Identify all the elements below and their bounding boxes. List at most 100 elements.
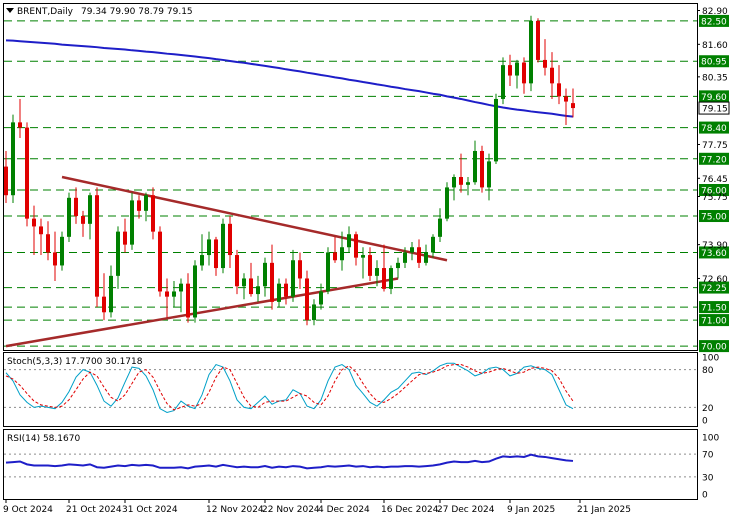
candle-body[interactable] xyxy=(4,166,8,196)
candle-body[interactable] xyxy=(564,96,568,102)
candle-body[interactable] xyxy=(487,161,491,188)
level-label-box xyxy=(699,281,729,294)
candle-body[interactable] xyxy=(277,283,281,302)
candle-body[interactable] xyxy=(389,268,393,289)
triangle-down-icon[interactable] xyxy=(6,8,14,13)
candle-body[interactable] xyxy=(60,236,64,266)
candle-body[interactable] xyxy=(431,236,435,253)
candle-body[interactable] xyxy=(438,218,442,237)
candle-body[interactable] xyxy=(312,304,316,321)
candle-body[interactable] xyxy=(130,200,134,245)
candle-body[interactable] xyxy=(102,296,106,313)
candle-body[interactable] xyxy=(193,265,197,318)
candle-body[interactable] xyxy=(501,65,505,99)
candle-body[interactable] xyxy=(291,260,295,297)
candle-body[interactable] xyxy=(179,283,183,292)
candle-body[interactable] xyxy=(340,247,344,261)
candle-body[interactable] xyxy=(53,252,57,266)
candle-body[interactable] xyxy=(249,278,253,295)
candle-body[interactable] xyxy=(375,268,379,276)
candle-body[interactable] xyxy=(46,234,50,253)
candle-body[interactable] xyxy=(473,150,477,183)
candle-body[interactable] xyxy=(333,252,337,261)
candle-body[interactable] xyxy=(522,62,526,84)
osc-tick-label: 0 xyxy=(702,491,708,501)
candle-body[interactable] xyxy=(228,223,232,256)
candle-body[interactable] xyxy=(39,226,43,235)
candle-body[interactable] xyxy=(270,262,274,302)
level-label-box xyxy=(699,14,729,27)
candle-body[interactable] xyxy=(256,286,260,295)
moving-average-line xyxy=(5,39,574,118)
candle-body[interactable] xyxy=(186,283,190,318)
candle-body[interactable] xyxy=(172,291,176,297)
candle-body[interactable] xyxy=(284,283,288,297)
candle-body[interactable] xyxy=(347,234,351,248)
candle-body[interactable] xyxy=(466,182,470,185)
candle-body[interactable] xyxy=(18,122,22,128)
candle-body[interactable] xyxy=(137,200,141,211)
candle-body[interactable] xyxy=(32,218,36,227)
candle-body[interactable] xyxy=(543,59,547,68)
candle-body[interactable] xyxy=(550,67,554,84)
candle-body[interactable] xyxy=(207,239,211,256)
candle-body[interactable] xyxy=(319,291,323,305)
candle-body[interactable] xyxy=(200,255,204,266)
candle-body[interactable] xyxy=(410,247,414,253)
candle-body[interactable] xyxy=(221,223,225,269)
candle-body[interactable] xyxy=(165,291,169,297)
candle-body[interactable] xyxy=(557,83,561,97)
candle-body[interactable] xyxy=(158,231,162,292)
candle-body[interactable] xyxy=(403,252,407,263)
candle-body[interactable] xyxy=(144,195,148,211)
candle-body[interactable] xyxy=(396,262,400,269)
descending-trendline[interactable] xyxy=(61,175,448,262)
candle-body[interactable] xyxy=(382,268,386,289)
candle-body[interactable] xyxy=(494,98,498,162)
candle-body[interactable] xyxy=(571,103,575,109)
candle-body[interactable] xyxy=(95,195,99,297)
candle-body[interactable] xyxy=(480,150,484,188)
candle-body[interactable] xyxy=(88,195,92,224)
candle-body[interactable] xyxy=(123,231,127,245)
candle-body[interactable] xyxy=(361,255,365,258)
candle-body[interactable] xyxy=(515,62,519,76)
candle-body[interactable] xyxy=(445,187,449,219)
price-panel[interactable] xyxy=(4,15,697,348)
date-label: 21 Jan 2025 xyxy=(577,505,631,515)
candle-body[interactable] xyxy=(305,278,309,321)
candle-body[interactable] xyxy=(368,255,372,276)
level-label-box xyxy=(699,184,729,197)
candle-body[interactable] xyxy=(452,177,456,188)
candle-body[interactable] xyxy=(235,255,239,287)
candle-body[interactable] xyxy=(424,252,428,263)
candle-body[interactable] xyxy=(151,195,155,232)
price-tick-label: 76.45 xyxy=(702,175,728,185)
candle-body[interactable] xyxy=(242,278,246,287)
candle-body[interactable] xyxy=(326,252,330,292)
candle-body[interactable] xyxy=(109,275,113,313)
ascending-trendline[interactable] xyxy=(5,277,399,348)
candle-body[interactable] xyxy=(354,234,358,258)
price-tick-label: 80.35 xyxy=(702,73,728,83)
candle-body[interactable] xyxy=(459,177,463,185)
candle-body[interactable] xyxy=(298,260,302,279)
candle-body[interactable] xyxy=(263,262,267,287)
candle-body[interactable] xyxy=(214,239,218,269)
candle-body[interactable] xyxy=(11,122,15,196)
candle-body[interactable] xyxy=(536,20,540,60)
candle-body[interactable] xyxy=(25,127,29,219)
candle-body[interactable] xyxy=(508,65,512,76)
date-label: 22 Nov 2024 xyxy=(262,505,320,515)
candle-body[interactable] xyxy=(74,197,78,217)
candle-body[interactable] xyxy=(116,231,120,276)
osc-tick-label: 80 xyxy=(702,366,714,376)
candle-body[interactable] xyxy=(81,216,85,224)
candle-body[interactable] xyxy=(529,20,533,84)
stoch-panel[interactable] xyxy=(4,362,697,413)
candle-body[interactable] xyxy=(67,197,71,237)
candle-body[interactable] xyxy=(417,247,421,263)
rsi-panel[interactable] xyxy=(4,453,697,478)
level-label: 71.50 xyxy=(701,304,727,314)
